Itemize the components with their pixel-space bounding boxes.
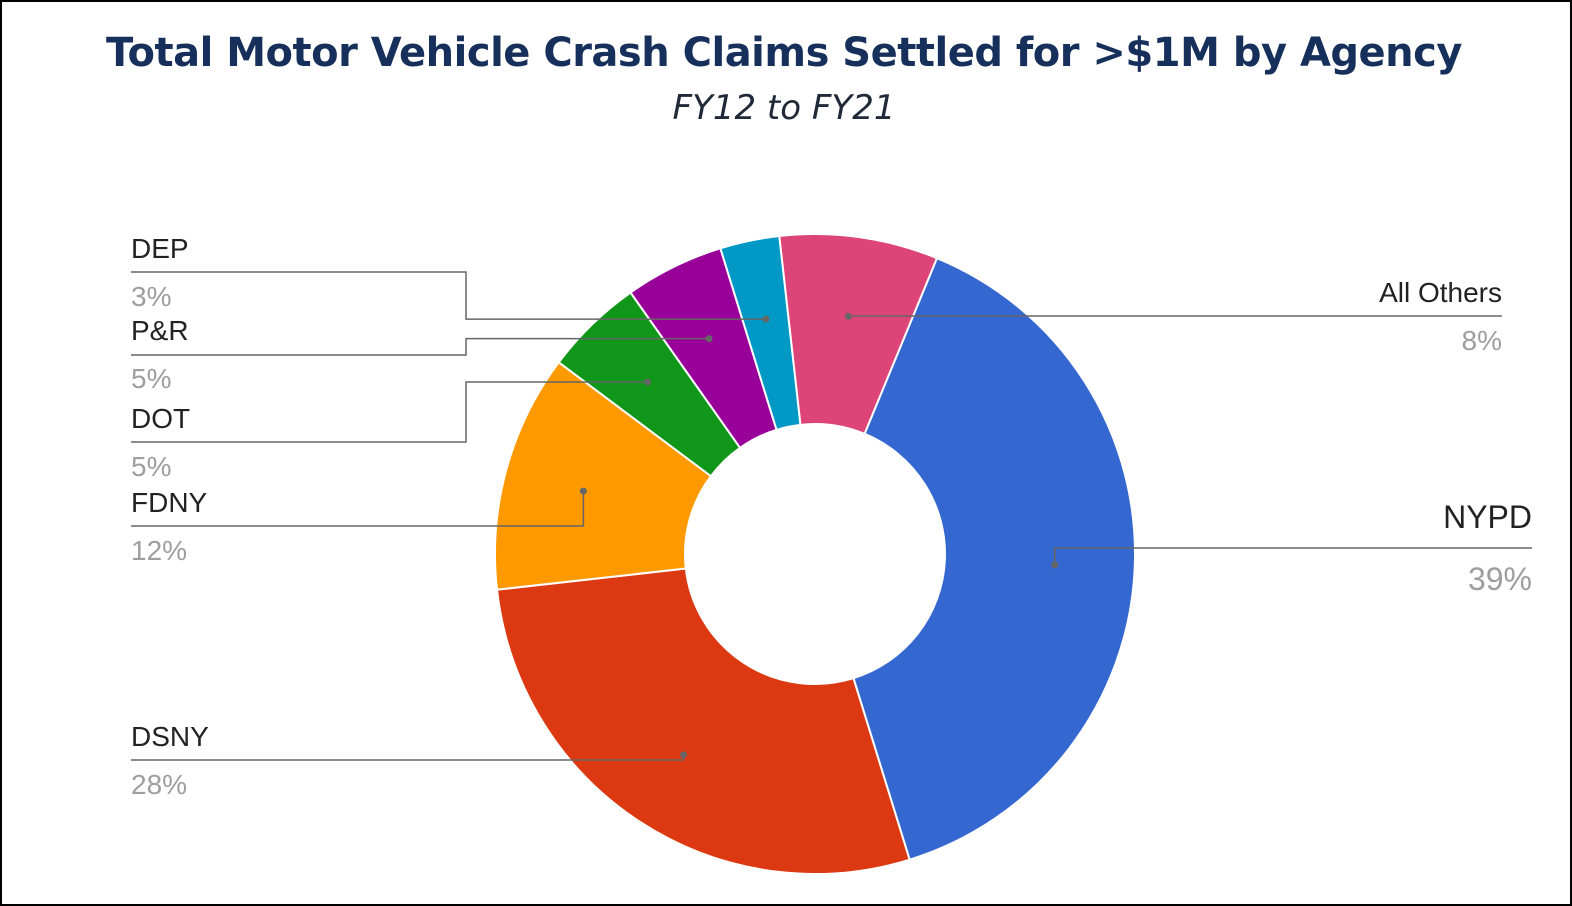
chart-subtitle: FY12 to FY21 <box>672 88 896 128</box>
slice-all-others[interactable] <box>778 233 939 436</box>
slice-nypd[interactable] <box>852 256 1136 861</box>
label-pct-all-others: 8% <box>1462 325 1502 356</box>
label-pct-fdny: 12% <box>131 535 187 566</box>
leader-line-nypd <box>1054 547 1532 565</box>
slice-fdny[interactable] <box>494 360 713 591</box>
chart-title: Total Motor Vehicle Crash Claims Settled… <box>106 30 1462 76</box>
label-pct-dot: 5% <box>131 451 171 482</box>
labels-layer: NYPD 39% DSNY 28% FDNY 12% DOT 5% P&R 5% DEP 3% All … <box>131 233 1532 800</box>
label-name-nypd: NYPD <box>1443 499 1532 535</box>
slice-dsny[interactable] <box>495 567 911 875</box>
label-name-fdny: FDNY <box>131 487 208 518</box>
slices-layer <box>494 233 1136 875</box>
label-pct-dsny: 28% <box>131 769 187 800</box>
leader-line-dep <box>131 271 766 320</box>
label-pct-dep: 3% <box>131 281 171 312</box>
leader-line-fdny <box>131 491 585 527</box>
leader-line-p-r <box>131 337 710 356</box>
label-name-p-r: P&R <box>131 315 189 346</box>
label-pct-nypd: 39% <box>1468 561 1532 597</box>
label-name-all-others: All Others <box>1379 277 1502 308</box>
leader-line-dsny <box>131 754 685 761</box>
leader-line-dot <box>131 381 648 443</box>
label-name-dsny: DSNY <box>131 721 209 752</box>
label-name-dot: DOT <box>131 403 190 434</box>
label-name-dep: DEP <box>131 233 189 264</box>
label-pct-p-r: 5% <box>131 363 171 394</box>
leader-lines-layer <box>131 271 1532 761</box>
